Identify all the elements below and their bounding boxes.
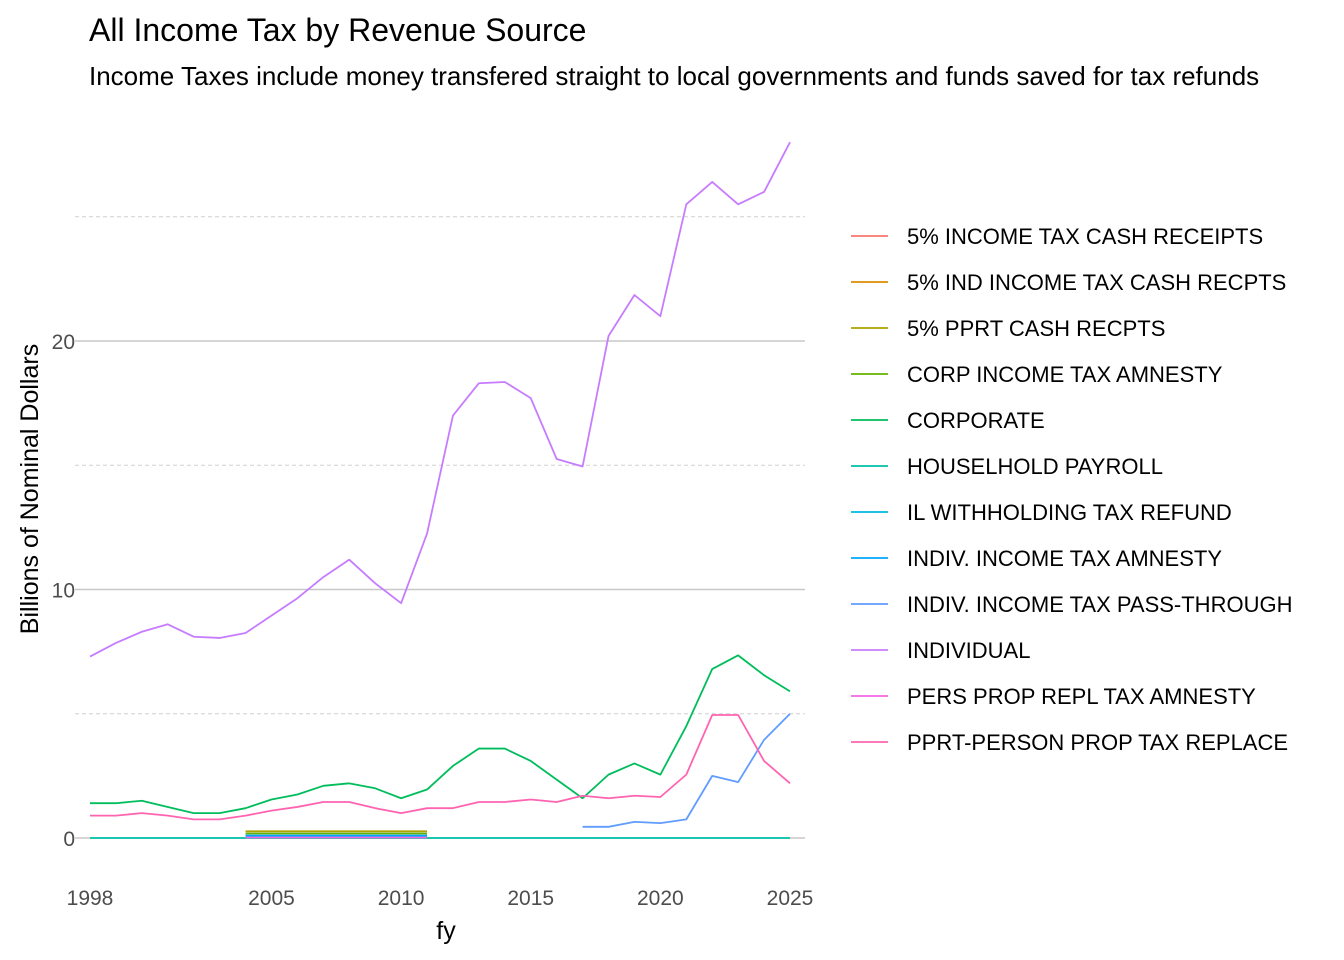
legend-label: PPRT-PERSON PROP TAX REPLACE	[907, 730, 1288, 755]
legend-item-5-pprt-cash-recpts: 5% PPRT CASH RECPTS	[851, 316, 1165, 341]
legend-label: IL WITHHOLDING TAX REFUND	[907, 500, 1232, 525]
legend-item-indiv-income-tax-amnesty: INDIV. INCOME TAX AMNESTY	[851, 546, 1222, 571]
legend-label: PERS PROP REPL TAX AMNESTY	[907, 684, 1256, 709]
series-line-pprt-person-prop-tax-replace	[90, 714, 791, 821]
series-line-indiv-income-tax-pass-through	[582, 713, 791, 828]
legend-item-corporate: CORPORATE	[851, 408, 1045, 433]
x-tick-label: 2025	[767, 887, 814, 910]
legend-item-5-income-tax-cash-receipts: 5% INCOME TAX CASH RECEIPTS	[851, 224, 1263, 249]
x-tick-label: 2020	[637, 887, 684, 910]
y-tick-label: 20	[52, 331, 75, 354]
legend-item-pers-prop-repl-tax-amnesty: PERS PROP REPL TAX AMNESTY	[851, 684, 1256, 709]
x-axis-label: fy	[436, 917, 456, 945]
y-tick-label: 0	[63, 828, 75, 851]
legend-label: INDIV. INCOME TAX PASS-THROUGH	[907, 592, 1292, 617]
grid	[75, 216, 805, 839]
legend-item-il-withholding-tax-refund: IL WITHHOLDING TAX REFUND	[851, 500, 1232, 525]
x-tick-label: 1998	[67, 887, 114, 910]
legend-label: INDIVIDUAL	[907, 638, 1030, 663]
legend-item-corp-income-tax-amnesty: CORP INCOME TAX AMNESTY	[851, 362, 1223, 387]
legend-item-houselhold-payroll: HOUSELHOLD PAYROLL	[851, 454, 1163, 479]
legend-label: 5% INCOME TAX CASH RECEIPTS	[907, 224, 1263, 249]
plot-lines	[89, 141, 791, 839]
legend-label: 5% PPRT CASH RECPTS	[907, 316, 1165, 341]
legend-item-5-ind-income-tax-cash-recpts: 5% IND INCOME TAX CASH RECPTS	[851, 270, 1286, 295]
x-tick-label: 2005	[248, 887, 295, 910]
legend-item-indiv-income-tax-pass-through: INDIV. INCOME TAX PASS-THROUGH	[851, 592, 1292, 617]
series-line-individual	[89, 141, 791, 658]
legend-label: CORPORATE	[907, 408, 1045, 433]
series-line-corporate	[90, 654, 791, 815]
legend-label: INDIV. INCOME TAX AMNESTY	[907, 546, 1222, 571]
legend-item-pprt-person-prop-tax-replace: PPRT-PERSON PROP TAX REPLACE	[851, 730, 1288, 755]
x-tick-label: 2015	[507, 887, 554, 910]
y-tick-labels: 0 10 20	[52, 331, 75, 851]
legend: 5% INCOME TAX CASH RECEIPTS 5% IND INCOME…	[851, 224, 1292, 755]
legend-label: 5% IND INCOME TAX CASH RECPTS	[907, 270, 1286, 295]
chart-title: All Income Tax by Revenue Source	[89, 12, 586, 48]
y-axis-label: Billions of Nominal Dollars	[16, 344, 44, 634]
legend-item-individual: INDIVIDUAL	[851, 638, 1030, 663]
x-tick-labels: 1998 2005 2010 2015 2020 2025	[67, 887, 814, 910]
x-tick-label: 2010	[378, 887, 425, 910]
legend-label: CORP INCOME TAX AMNESTY	[907, 362, 1223, 387]
legend-label: HOUSELHOLD PAYROLL	[907, 454, 1163, 479]
y-tick-label: 10	[52, 580, 75, 603]
chart-subtitle: Income Taxes include money transfered st…	[89, 61, 1259, 91]
